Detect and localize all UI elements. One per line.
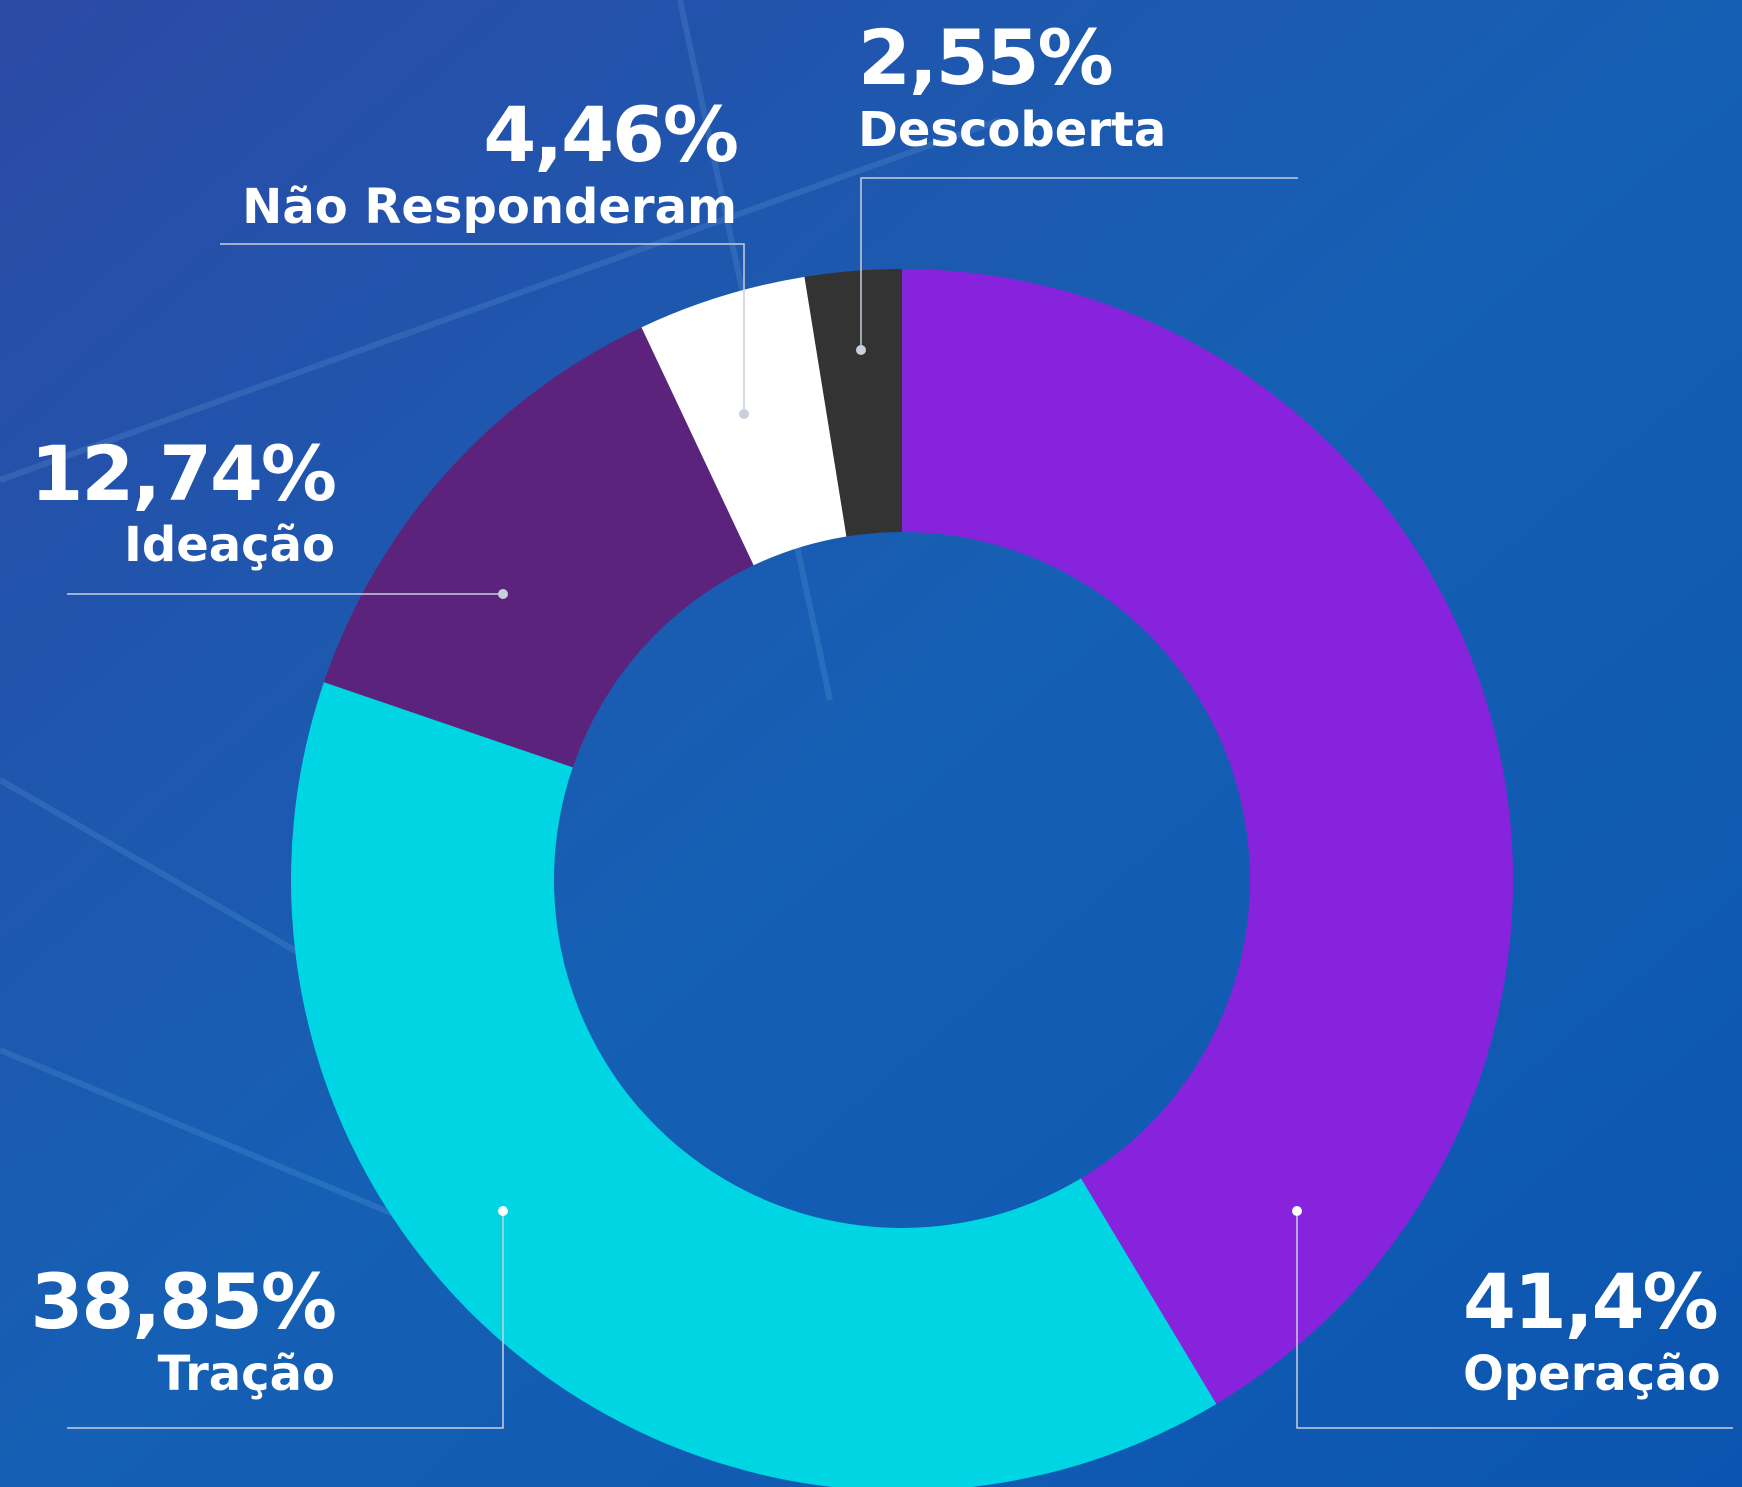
donut-slice [323, 327, 754, 768]
leader-line [220, 243, 745, 414]
donut-slice [902, 269, 1513, 1404]
value-label: 2,55% [858, 13, 1112, 102]
leader-dot [498, 589, 508, 599]
leaders [67, 177, 1733, 1429]
category-label: Descoberta [858, 102, 1166, 158]
donut-slice [641, 276, 847, 566]
value-label: 38,85% [30, 1257, 335, 1346]
leader-line [1296, 1211, 1733, 1429]
donut-slice [804, 269, 902, 537]
leader-line [67, 1211, 504, 1429]
leader-dot [498, 1206, 508, 1216]
leader-dot [739, 409, 749, 419]
value-label: 4,46% [483, 90, 737, 179]
value-label: 41,4% [1463, 1257, 1717, 1346]
category-label: Não Responderam [242, 179, 737, 235]
donut [291, 269, 1513, 1487]
value-label: 12,74% [30, 429, 335, 518]
donut-slice [291, 682, 1217, 1487]
category-label: Ideação [124, 517, 335, 573]
category-label: Tração [158, 1346, 335, 1402]
leader-dot [1292, 1206, 1302, 1216]
leader-line [860, 177, 1298, 350]
leader-dot [856, 345, 866, 355]
category-label: Operação [1463, 1346, 1721, 1402]
